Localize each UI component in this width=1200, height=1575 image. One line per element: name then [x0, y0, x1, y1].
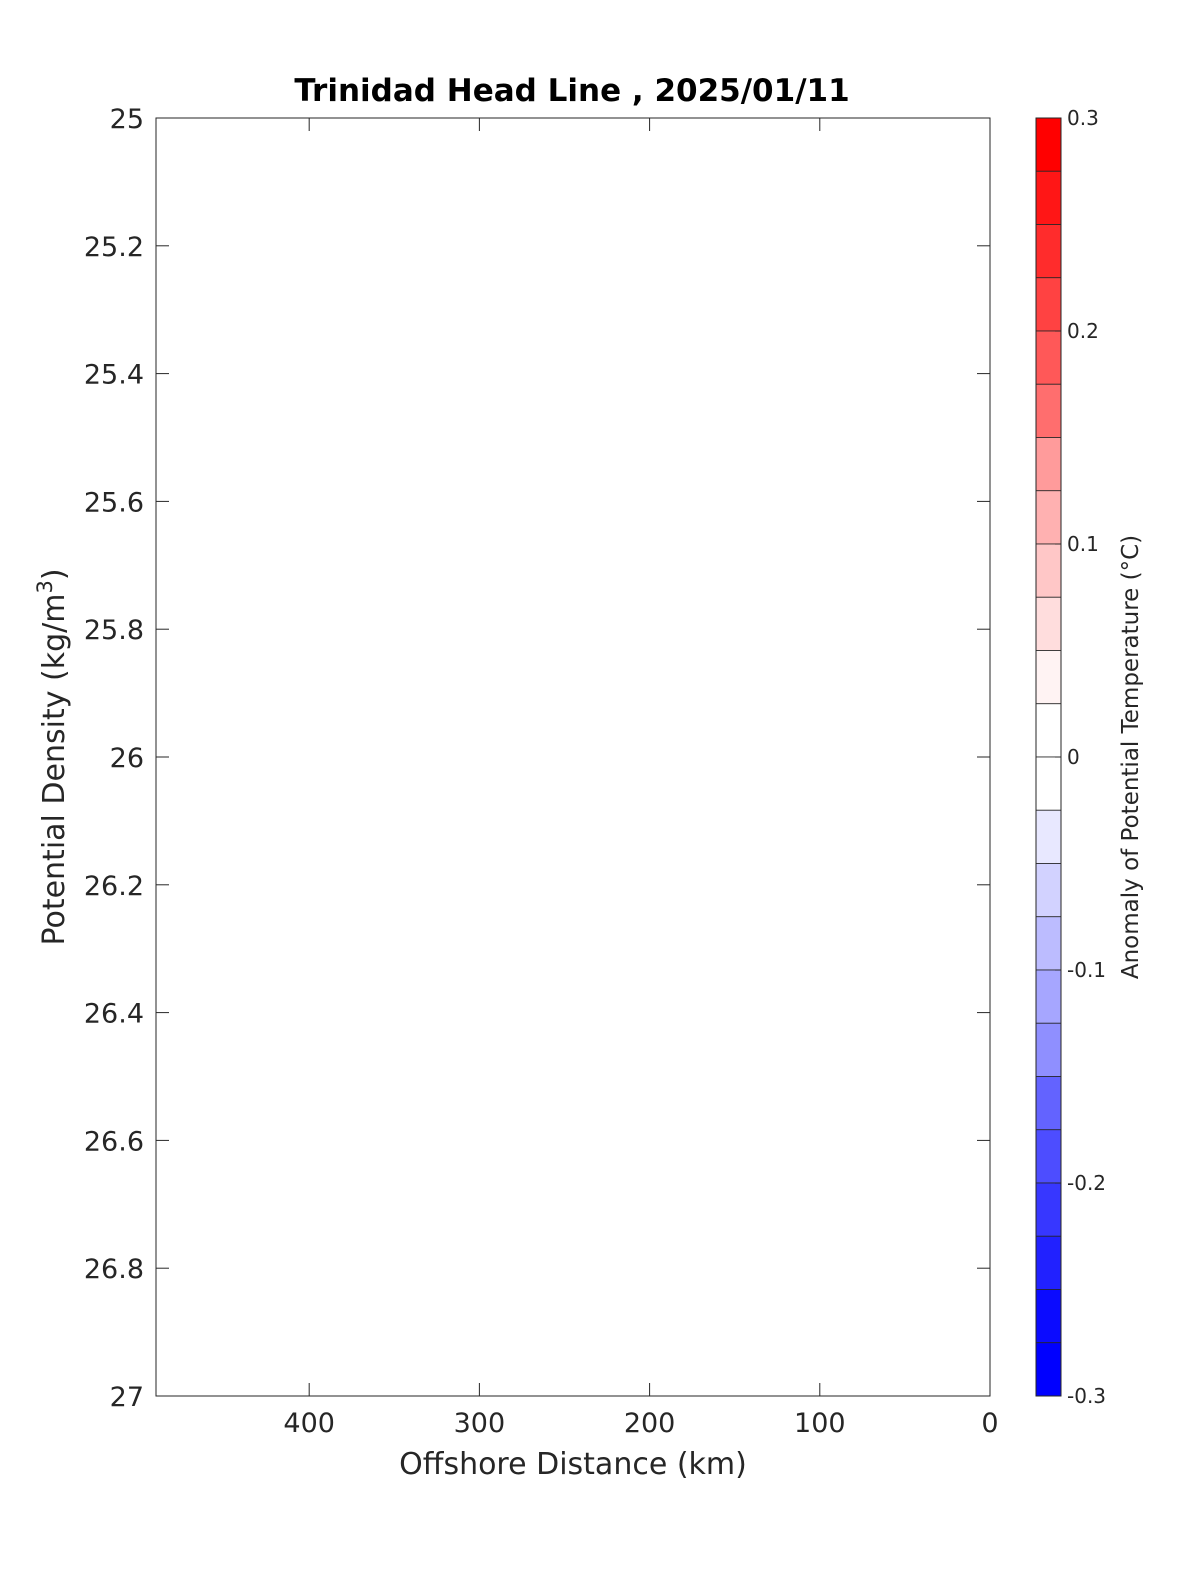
x-tick-label: 400 — [283, 1408, 335, 1439]
colorbar-segment — [1035, 969, 1062, 1024]
colorbar-segment — [1035, 543, 1062, 598]
y-tick-label: 27 — [110, 1382, 144, 1413]
colorbar-segment — [1035, 1235, 1062, 1290]
colorbar-axis: 0.3 0.2 0.1 0 -0.1 -0.2 -0.3 — [1055, 106, 1106, 1408]
colorbar-segment — [1035, 756, 1062, 811]
colorbar-segment — [1035, 1289, 1062, 1344]
colorbar-segment — [1035, 916, 1062, 971]
y-tick-label: 26.6 — [84, 1126, 144, 1157]
colorbar-segment — [1035, 277, 1062, 332]
colorbar-segment — [1035, 1129, 1062, 1184]
x-tick-label: 0 — [981, 1408, 998, 1439]
y-tick-label: 25.4 — [84, 360, 144, 391]
colorbar-segment — [1035, 437, 1062, 492]
colorbar-segment — [1035, 170, 1062, 225]
colorbar-tick-label: 0.2 — [1067, 319, 1099, 343]
colorbar-tick-label: -0.1 — [1067, 958, 1106, 982]
y-tick-label: 25 — [110, 104, 144, 135]
y-tick-label: 25.6 — [84, 487, 144, 518]
colorbar-label: Anomaly of Potential Temperature (°C) — [1118, 535, 1144, 979]
x-axis-label: Offshore Distance (km) — [399, 1447, 747, 1482]
y-axis-label: Potential Density (kg/m3) — [33, 568, 72, 945]
colorbar-segment — [1035, 863, 1062, 918]
colorbar-tick-label: 0.1 — [1067, 532, 1099, 556]
colorbar-segment — [1035, 383, 1062, 438]
colorbar-segment — [1035, 117, 1062, 172]
y-axis-label-main: Potential Density (kg/m — [37, 594, 72, 946]
chart-title: Trinidad Head Line , 2025/01/11 — [294, 73, 849, 109]
x-axis: 400 300 200 100 0 — [283, 118, 999, 1439]
y-tick-label: 26.2 — [84, 871, 144, 902]
x-tick-label: 200 — [624, 1408, 676, 1439]
colorbar — [1035, 117, 1062, 1397]
x-tick-label: 300 — [454, 1408, 506, 1439]
y-tick-label: 25.8 — [84, 615, 144, 646]
plot-area — [155, 117, 991, 1397]
colorbar-segment — [1035, 224, 1062, 279]
colorbar-tick-label: -0.3 — [1067, 1384, 1106, 1408]
y-axis-label-suffix: ) — [37, 568, 72, 580]
x-tick-label: 100 — [794, 1408, 846, 1439]
colorbar-tick-label: -0.2 — [1067, 1171, 1106, 1195]
y-tick-label: 26.4 — [84, 999, 144, 1030]
colorbar-segment — [1035, 650, 1062, 705]
colorbar-segment — [1035, 1342, 1062, 1397]
y-tick-label: 25.2 — [84, 232, 144, 263]
colorbar-segment — [1035, 1182, 1062, 1237]
colorbar-segment — [1035, 596, 1062, 651]
colorbar-segment — [1035, 703, 1062, 758]
y-tick-label: 26 — [110, 743, 144, 774]
colorbar-tick-label: 0.3 — [1067, 106, 1099, 130]
colorbar-segment — [1035, 1076, 1062, 1131]
colorbar-tick-label: 0 — [1067, 745, 1080, 769]
colorbar-segment — [1035, 490, 1062, 545]
y-axis-label-superscript: 3 — [33, 580, 57, 593]
colorbar-segment — [1035, 330, 1062, 385]
colorbar-segment — [1035, 809, 1062, 864]
y-axis: 25 25.2 25.4 25.6 25.8 26 26.2 26.4 26.6 26.8 27 — [84, 104, 990, 1413]
colorbar-segment — [1035, 1022, 1062, 1077]
y-tick-label: 26.8 — [84, 1254, 144, 1285]
